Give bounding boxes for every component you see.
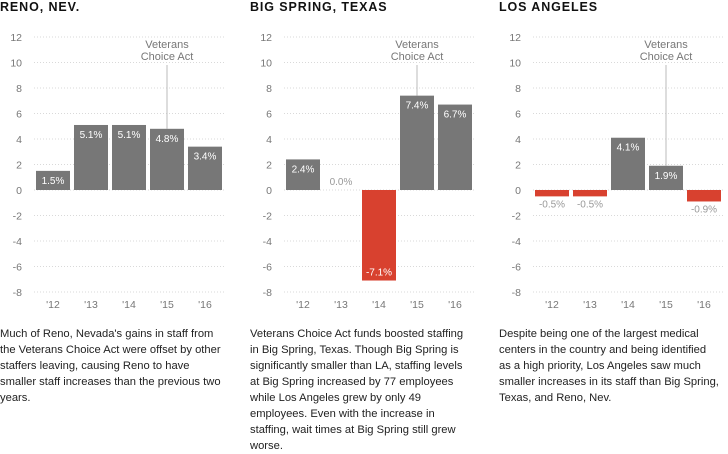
bar-value-label: -0.9%: [691, 204, 717, 215]
y-tick-label: 8: [515, 83, 521, 95]
x-tick-label: '16: [198, 299, 212, 311]
bar: [188, 146, 222, 190]
y-tick-label: 10: [260, 58, 272, 70]
bar-value-label: 4.8%: [156, 134, 179, 145]
y-tick-label: 12: [260, 32, 272, 44]
annotation-label: Choice Act: [141, 51, 194, 63]
bar-value-label: 1.5%: [42, 176, 65, 187]
x-tick-label: '13: [583, 299, 597, 311]
bar: [687, 190, 721, 202]
y-tick-label: 6: [16, 109, 22, 121]
y-tick-label: -2: [263, 211, 272, 223]
bar-value-label: 3.4%: [194, 152, 217, 163]
bar-value-label: -0.5%: [577, 199, 603, 210]
y-tick-label: 2: [266, 160, 272, 172]
y-tick-label: -6: [13, 262, 22, 274]
y-tick-label: -8: [512, 287, 521, 299]
y-tick-label: -2: [13, 211, 22, 223]
y-tick-label: 10: [509, 58, 521, 70]
bar-value-label: 1.9%: [655, 171, 678, 182]
y-tick-label: -6: [263, 262, 272, 274]
chart-panel-los-angeles: LOS ANGELES 12 10 8 6 4 2 0 -2 -4 -6 -8 -0.5% -0.5% 4…: [499, 0, 728, 431]
y-tick-label: -4: [263, 236, 272, 248]
x-tick-label: '12: [545, 299, 559, 311]
x-tick-label: '12: [296, 299, 310, 311]
y-tick-label: 12: [10, 32, 22, 44]
bar: [150, 128, 184, 190]
chart-title: RENO, NEV.: [0, 0, 81, 14]
x-tick-label: '14: [122, 299, 136, 311]
annotation-label: Choice Act: [391, 51, 444, 63]
x-tick-label: '14: [621, 299, 635, 311]
y-tick-label: 4: [16, 134, 22, 146]
x-tick-label: '13: [84, 299, 98, 311]
y-tick-label: 6: [515, 109, 521, 121]
y-tick-label: 0: [16, 185, 22, 197]
y-tick-label: 4: [515, 134, 521, 146]
bar-value-label: 0.0%: [330, 177, 353, 188]
y-tick-label: -4: [13, 236, 22, 248]
y-tick-label: 0: [515, 185, 521, 197]
bar-chart-los-angeles: 12 10 8 6 4 2 0 -2 -4 -6 -8 -0.5% -0.5% 4.1% 1.9% -0.9%…: [509, 32, 723, 311]
y-tick-label: 10: [10, 58, 22, 70]
chart-caption: Despite being one of the largest medical…: [499, 328, 719, 404]
x-tick-label: '15: [659, 299, 673, 311]
annotation-label: Veterans: [395, 39, 439, 51]
chart-caption: Veterans Choice Act funds boosted staffi…: [250, 328, 464, 452]
annotation-label: Veterans: [145, 39, 189, 51]
bar: [36, 170, 70, 190]
x-tick-label: '15: [160, 299, 174, 311]
bar-value-label: 5.1%: [118, 130, 141, 141]
y-tick-label: -4: [512, 236, 521, 248]
bar-value-label: 6.7%: [444, 110, 467, 121]
bar-value-label: -7.1%: [366, 268, 392, 279]
bar: [438, 104, 472, 190]
bar: [573, 190, 607, 197]
y-tick-label: -8: [13, 287, 22, 299]
y-tick-label: 4: [266, 134, 272, 146]
chart-title: LOS ANGELES: [499, 0, 599, 14]
x-tick-label: '13: [334, 299, 348, 311]
bar-value-label: 5.1%: [80, 130, 103, 141]
bar-value-label: -0.5%: [539, 199, 565, 210]
bar-value-label: 7.4%: [406, 101, 429, 112]
chart-panel-reno: RENO, NEV. 12 10 8 6 4 2 0 -2 -4 -6 -8 1.5% 5.1% 5.1%…: [0, 0, 232, 431]
chart-panel-big-spring: BIG SPRING, TEXAS 12 10 8 6 4 2 0 -2 -4 -6 -8 2.4% 0…: [250, 0, 482, 452]
bar: [112, 124, 146, 190]
annotation-label: Choice Act: [640, 51, 693, 63]
y-tick-label: 8: [16, 83, 22, 95]
y-tick-label: 2: [515, 160, 521, 172]
y-tick-label: 6: [266, 109, 272, 121]
bar-value-label: 2.4%: [292, 164, 315, 175]
bar-chart-big-spring: 12 10 8 6 4 2 0 -2 -4 -6 -8 2.4% 0.0% -7.1% 7.4% 6.7% '1…: [260, 32, 474, 311]
annotation-label: Veterans: [644, 39, 688, 51]
bar: [535, 190, 569, 197]
x-tick-label: '16: [697, 299, 711, 311]
y-tick-label: -2: [512, 211, 521, 223]
x-tick-label: '16: [448, 299, 462, 311]
y-tick-label: -6: [512, 262, 521, 274]
y-tick-label: 2: [16, 160, 22, 172]
x-tick-label: '15: [410, 299, 424, 311]
y-tick-label: 12: [509, 32, 521, 44]
bar: [611, 137, 645, 190]
bar: [74, 124, 108, 190]
x-tick-label: '14: [372, 299, 386, 311]
bar: [649, 165, 683, 190]
bar: [400, 95, 434, 190]
bar: [286, 159, 320, 190]
bar-chart-reno: 12 10 8 6 4 2 0 -2 -4 -6 -8 1.5% 5.1% 5.1% 4.8% 3.4% '12…: [10, 32, 224, 311]
bar-value-label: 4.1%: [617, 143, 640, 154]
y-tick-label: 8: [266, 83, 272, 95]
chart-title: BIG SPRING, TEXAS: [250, 0, 388, 14]
chart-caption: Much of Reno, Nevada's gains in staff fr…: [0, 328, 221, 404]
y-tick-label: 0: [266, 185, 272, 197]
bar: [362, 190, 396, 281]
y-tick-label: -8: [263, 287, 272, 299]
x-tick-label: '12: [46, 299, 60, 311]
